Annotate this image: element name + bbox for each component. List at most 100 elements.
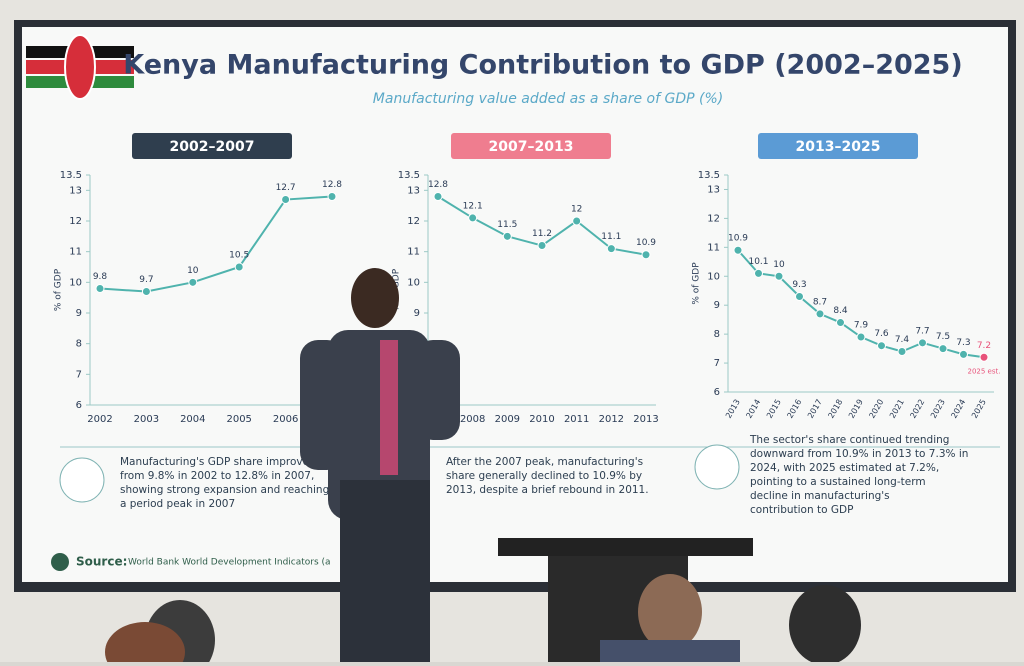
data-label: 7.7 — [915, 326, 929, 336]
point — [959, 349, 968, 359]
data-label: 7.6 — [874, 329, 889, 339]
point — [188, 277, 198, 287]
x-tick-label: 2012 — [599, 414, 624, 425]
y-tick-label: 10 — [707, 271, 720, 282]
data-label: 7.2 — [977, 341, 991, 351]
y-axis-label: % of GDP — [692, 262, 702, 305]
y-axis-label: % of GDP — [54, 268, 64, 311]
y-tick-label: 8 — [76, 339, 82, 350]
x-tick-label: 2009 — [495, 414, 520, 425]
caption: After the 2007 peak, manufacturing's shar… — [446, 456, 649, 496]
x-tick-label: 2006 — [273, 414, 298, 425]
point — [641, 250, 651, 260]
slide-subtitle: Manufacturing value added as a share of … — [373, 91, 723, 107]
x-tick-label: 2005 — [226, 414, 251, 425]
estimate-label: 2025 est. — [968, 367, 1001, 375]
data-label: 7.9 — [854, 321, 869, 331]
x-tick-label: 2013 — [633, 414, 658, 425]
data-label: 12.8 — [322, 180, 342, 190]
point — [537, 241, 547, 251]
point — [979, 352, 989, 362]
data-label: 12.8 — [428, 180, 448, 190]
period-title: 2002–2007 — [170, 139, 255, 155]
period-badge — [758, 133, 918, 159]
y-tick-label: 13.5 — [698, 170, 720, 181]
y-tick-label: 9 — [714, 300, 720, 311]
point — [733, 245, 743, 255]
data-label: 11.2 — [532, 229, 552, 239]
presenter — [300, 268, 460, 662]
source-text: World Bank World Development Indicators … — [128, 558, 331, 568]
data-label: 9.3 — [792, 280, 806, 290]
data-label: 10 — [773, 260, 785, 270]
point — [795, 292, 804, 302]
data-label: 7.4 — [895, 335, 910, 345]
y-tick-label: 8 — [714, 329, 720, 340]
y-tick-label: 13.5 — [398, 170, 420, 181]
y-tick-label: 6 — [76, 400, 82, 411]
y-tick-label: 7 — [76, 369, 82, 380]
x-tick-label: 2002 — [87, 414, 112, 425]
point — [836, 318, 845, 328]
point — [938, 344, 948, 354]
y-tick-label: 13.5 — [60, 170, 82, 181]
y-tick-label: 11 — [407, 247, 420, 258]
data-label: 9.7 — [139, 275, 153, 285]
charts: Manufacturing's GDP share improved from 9… — [54, 133, 1001, 516]
y-tick-label: 7 — [714, 358, 720, 369]
x-tick-label: 2004 — [180, 414, 205, 425]
point — [754, 268, 763, 278]
point — [502, 231, 512, 241]
data-label: 7.5 — [936, 332, 950, 342]
source-label: Source: — [76, 555, 127, 569]
point — [606, 244, 616, 254]
point — [95, 283, 105, 293]
data-label: 7.3 — [956, 338, 970, 348]
data-label: 10.9 — [728, 234, 748, 244]
x-tick-label: 2008 — [460, 414, 485, 425]
point — [433, 191, 443, 201]
y-tick-label: 10 — [69, 277, 82, 288]
caption: Manufacturing's GDP share improved from 9… — [120, 456, 329, 510]
slide — [22, 27, 1008, 582]
x-tick-label: 2003 — [134, 414, 159, 425]
flag-emblem — [26, 34, 134, 100]
data-label: 11.1 — [601, 232, 621, 242]
y-tick-label: 13 — [707, 184, 720, 195]
period-title: 2007–2013 — [489, 139, 574, 155]
data-label: 12.7 — [276, 183, 296, 193]
period-badge — [451, 133, 611, 159]
x-tick-label: 2011 — [564, 414, 589, 425]
caption: The sector's share continued trending dow… — [749, 434, 968, 516]
icon-growth — [59, 457, 105, 503]
point — [897, 346, 907, 356]
point — [468, 213, 478, 223]
y-tick-label: 6 — [714, 387, 720, 398]
y-tick-label: 13 — [407, 185, 420, 196]
y-tick-label: 10 — [407, 277, 420, 288]
point — [918, 338, 927, 348]
data-label: 11.5 — [497, 220, 517, 230]
icon-decline — [694, 444, 740, 490]
data-label: 12.1 — [463, 201, 483, 211]
point — [572, 216, 582, 226]
point — [815, 309, 825, 319]
point — [141, 287, 151, 297]
y-tick-label: 9 — [76, 308, 82, 319]
x-tick-label: 2010 — [529, 414, 554, 425]
data-label: 8.4 — [833, 306, 848, 316]
slide-title: Kenya Manufacturing Contribution to GDP … — [123, 50, 962, 81]
y-tick-label: 12 — [707, 213, 720, 224]
y-tick-label: 11 — [707, 242, 720, 253]
point — [234, 262, 244, 272]
data-label: 10.5 — [229, 251, 249, 261]
data-label: 10.9 — [636, 238, 656, 248]
data-label: 8.7 — [813, 297, 827, 307]
period-badge — [132, 133, 292, 159]
point — [856, 332, 866, 342]
y-tick-label: 12 — [407, 216, 420, 227]
y-tick-label: 9 — [414, 308, 420, 319]
period-title: 2013–2025 — [796, 139, 881, 155]
